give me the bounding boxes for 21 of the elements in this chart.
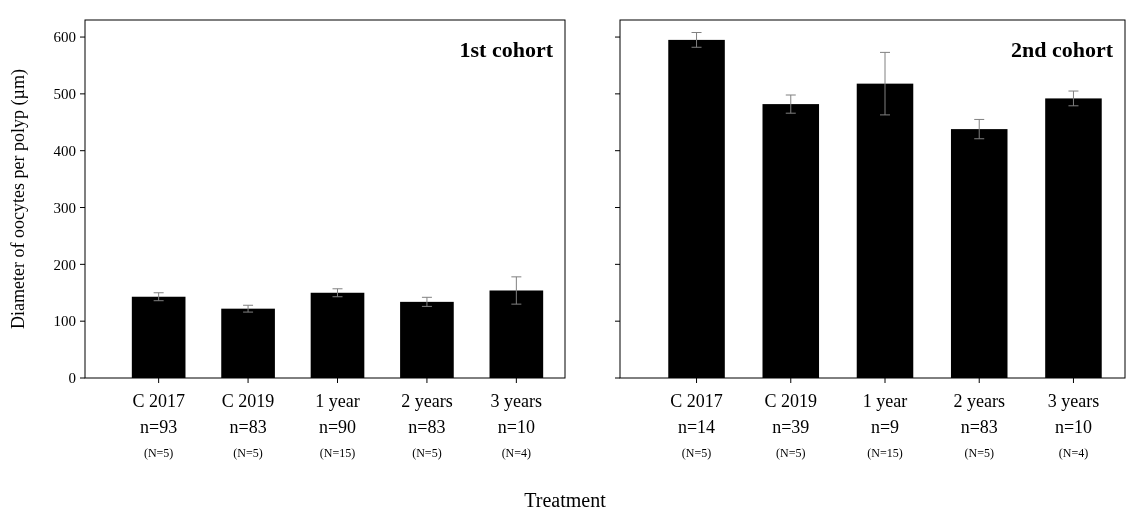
x-tick-label: 3 years n=10 (N=4) xyxy=(490,391,543,460)
x-tick-label: 1 year n=9 (N=15) xyxy=(862,391,908,460)
x-tick-label: 2 years n=83 (N=5) xyxy=(953,391,1005,460)
x-tick-label: C 2017 n=14 (N=5) xyxy=(670,391,723,460)
x-tick-label: 1 year n=90 (N=15) xyxy=(315,391,360,460)
y-axis-title: Diameter of oocytes per polyp (µm) xyxy=(8,69,29,329)
text: 2nd cohort xyxy=(1010,37,1114,62)
text: 1st cohort xyxy=(459,37,554,62)
y-tick-label: 0 xyxy=(68,370,76,387)
y-tick-label: 300 xyxy=(53,199,76,216)
y-tick-label: 100 xyxy=(53,313,76,330)
x-axis-title: Treatment xyxy=(524,489,607,511)
x-tick-label: C 2019 n=83 (N=5) xyxy=(221,391,275,460)
x-tick-label: C 2019 n=39 (N=5) xyxy=(764,391,818,460)
y-tick-label: 400 xyxy=(53,142,76,159)
y-tick-label: 200 xyxy=(53,256,76,273)
x-tick-label: 2 years n=83 (N=5) xyxy=(401,391,453,460)
x-tick-label: 3 years n=10 (N=4) xyxy=(1047,391,1100,460)
y-tick-label: 600 xyxy=(53,29,76,46)
y-tick-label: 500 xyxy=(53,86,76,103)
x-tick-label: C 2017 n=93 (N=5) xyxy=(132,391,185,460)
